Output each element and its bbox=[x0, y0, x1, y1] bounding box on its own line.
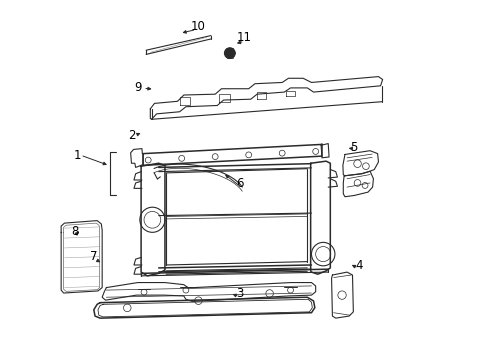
Circle shape bbox=[224, 48, 235, 59]
Text: 10: 10 bbox=[191, 21, 205, 33]
Text: 7: 7 bbox=[90, 250, 97, 263]
Text: 11: 11 bbox=[237, 31, 251, 44]
Text: 1: 1 bbox=[73, 149, 81, 162]
Text: 5: 5 bbox=[349, 141, 356, 154]
Text: 6: 6 bbox=[236, 177, 244, 190]
Text: 2: 2 bbox=[127, 129, 135, 142]
Text: 3: 3 bbox=[236, 287, 244, 300]
Text: 4: 4 bbox=[355, 259, 363, 272]
Text: 8: 8 bbox=[71, 225, 79, 238]
Text: 9: 9 bbox=[134, 81, 141, 94]
